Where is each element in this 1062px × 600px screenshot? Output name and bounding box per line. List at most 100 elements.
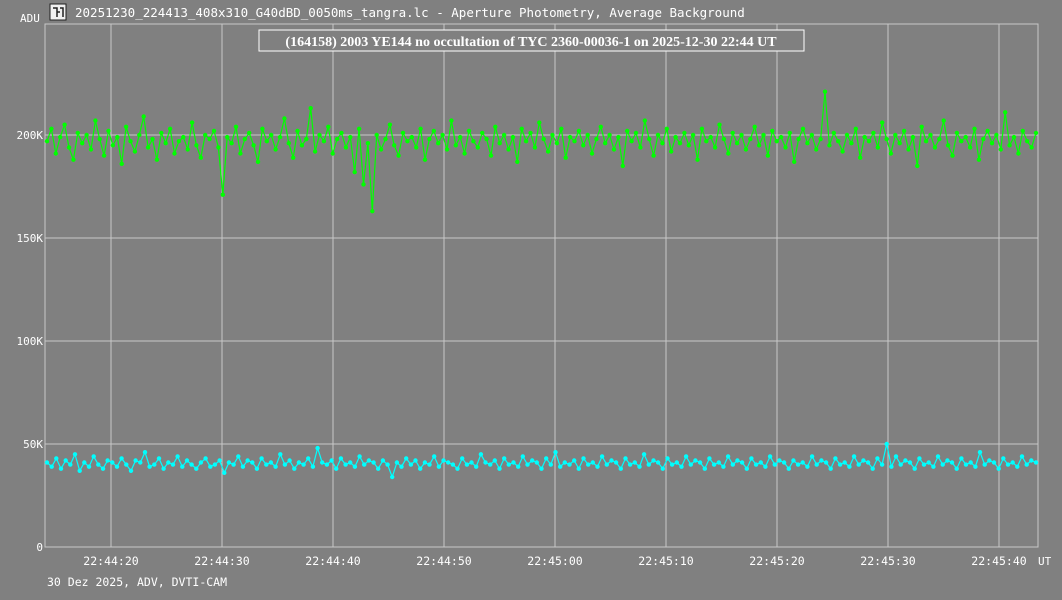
y-tick-label: 200K <box>17 129 44 142</box>
data-point-0 <box>159 130 164 136</box>
data-point-1 <box>222 470 227 475</box>
data-point-0 <box>493 124 498 129</box>
x-tick-label: 22:45:30 <box>860 554 915 568</box>
data-point-1 <box>721 464 726 469</box>
data-point-1 <box>562 460 567 465</box>
data-point-1 <box>707 456 712 461</box>
data-point-0 <box>730 130 735 136</box>
x-tick-label: 22:45:00 <box>527 554 582 568</box>
data-point-0 <box>326 124 331 129</box>
series-line-0 <box>46 91 1037 212</box>
data-point-0 <box>989 141 995 146</box>
data-point-1 <box>646 462 651 467</box>
data-point-0 <box>348 134 353 140</box>
data-point-0 <box>141 114 146 119</box>
data-point-0 <box>814 147 819 152</box>
data-point-0 <box>321 139 327 144</box>
data-point-1 <box>702 466 707 471</box>
data-point-0 <box>49 126 54 131</box>
data-point-0 <box>501 132 507 138</box>
data-point-0 <box>352 169 357 175</box>
data-point-0 <box>150 136 155 142</box>
data-point-0 <box>506 147 511 152</box>
data-point-1 <box>1024 462 1029 467</box>
data-point-0 <box>809 132 814 138</box>
data-point-1 <box>805 464 810 469</box>
data-point-1 <box>665 456 670 461</box>
data-point-0 <box>822 89 828 94</box>
x-tick-label: 22:44:50 <box>416 554 471 568</box>
data-point-0 <box>1033 130 1039 136</box>
data-point-0 <box>642 118 647 123</box>
data-point-0 <box>985 128 990 134</box>
data-point-0 <box>528 130 533 136</box>
data-point-0 <box>365 141 371 146</box>
data-point-0 <box>510 134 516 140</box>
data-point-0 <box>282 116 287 121</box>
data-point-1 <box>54 456 59 461</box>
data-point-1 <box>669 462 675 467</box>
data-point-1 <box>912 466 917 471</box>
data-point-1 <box>86 464 92 469</box>
data-point-1 <box>907 460 913 465</box>
data-point-1 <box>693 458 698 463</box>
data-point-1 <box>77 468 82 473</box>
data-point-0 <box>699 126 705 131</box>
data-point-0 <box>378 147 384 152</box>
data-point-1 <box>156 456 162 461</box>
data-point-0 <box>273 147 278 152</box>
data-point-0 <box>255 159 261 164</box>
data-point-1 <box>96 462 101 467</box>
data-point-0 <box>858 155 863 160</box>
data-point-1 <box>72 452 78 457</box>
data-point-0 <box>607 132 612 138</box>
data-point-0 <box>945 143 951 148</box>
data-point-0 <box>422 157 428 162</box>
data-point-1 <box>287 458 292 463</box>
data-point-1 <box>446 460 451 465</box>
data-point-1 <box>753 462 759 467</box>
data-point-0 <box>629 139 634 144</box>
data-point-1 <box>58 466 64 471</box>
data-point-1 <box>138 460 143 465</box>
data-point-0 <box>374 132 379 138</box>
data-point-0 <box>519 126 524 131</box>
data-point-0 <box>550 132 555 138</box>
data-point-1 <box>814 462 819 467</box>
data-point-0 <box>950 153 955 158</box>
data-point-0 <box>475 145 480 150</box>
data-point-1 <box>581 456 586 461</box>
footer-info: 30 Dez 2025, ADV, DVTI-CAM <box>47 575 227 589</box>
data-point-0 <box>88 147 94 152</box>
data-point-0 <box>589 151 595 156</box>
data-point-1 <box>492 458 497 463</box>
data-point-0 <box>765 153 771 158</box>
data-point-1 <box>1019 454 1025 459</box>
data-point-0 <box>897 141 902 146</box>
data-point-1 <box>525 462 530 467</box>
data-point-1 <box>82 460 87 465</box>
data-point-1 <box>711 462 717 467</box>
data-point-1 <box>627 462 633 467</box>
data-point-0 <box>115 134 120 140</box>
data-point-1 <box>329 458 334 463</box>
data-point-0 <box>875 145 880 150</box>
data-point-1 <box>259 456 264 461</box>
data-point-1 <box>450 462 456 467</box>
data-point-0 <box>915 163 920 169</box>
data-point-0 <box>638 145 643 150</box>
data-point-1 <box>781 460 787 465</box>
data-point-1 <box>716 460 721 465</box>
data-point-1 <box>833 456 838 461</box>
data-point-1 <box>576 466 581 471</box>
data-point-0 <box>312 149 318 154</box>
data-point-0 <box>611 147 617 152</box>
data-point-1 <box>292 466 297 471</box>
data-point-1 <box>240 464 246 469</box>
data-point-0 <box>225 134 230 140</box>
data-point-1 <box>963 462 969 467</box>
data-point-0 <box>400 130 406 136</box>
data-point-0 <box>233 124 239 129</box>
data-point-1 <box>758 460 763 465</box>
